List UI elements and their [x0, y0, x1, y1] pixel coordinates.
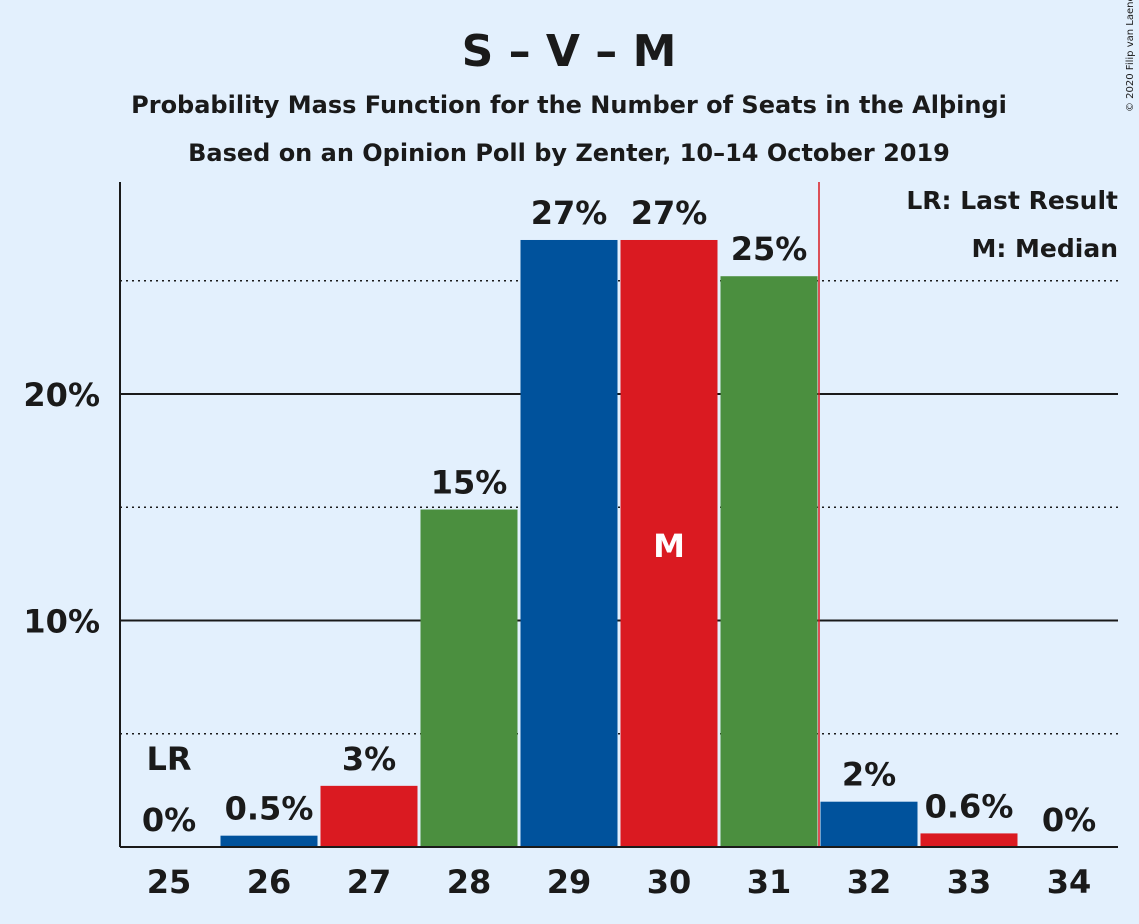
x-tick-label: 34: [1047, 863, 1092, 901]
median-marker: M: [653, 527, 685, 565]
chart-subtitle-1: Probability Mass Function for the Number…: [131, 91, 1007, 119]
axes: 10% 20% 25 26 27 28 29 30 31 32 33 34: [23, 182, 1118, 901]
legend-last-result: LR: Last Result: [906, 186, 1118, 215]
bar: [720, 276, 818, 848]
bar: [520, 239, 618, 848]
bar: [220, 835, 318, 847]
copyright-note: © 2020 Filip van Laenen: [1125, 0, 1136, 112]
bar: [620, 239, 718, 848]
gridlines: [120, 280, 1118, 735]
x-tick-label: 33: [947, 863, 992, 901]
x-tick-label: 25: [147, 863, 192, 901]
bar-value-label: 27%: [531, 194, 608, 232]
y-tick-label: 10%: [23, 603, 100, 641]
bar-value-label: 15%: [431, 464, 508, 502]
bars: [220, 239, 1018, 848]
bar-value-label: 0.6%: [925, 787, 1014, 825]
bar: [820, 801, 918, 847]
chart-subtitle-2: Based on an Opinion Poll by Zenter, 10–1…: [188, 139, 950, 167]
bar-value-label: 2%: [842, 756, 896, 794]
y-tick-label: 20%: [23, 376, 100, 414]
bar-value-label: 27%: [631, 194, 708, 232]
chart-title: S – V – M: [462, 26, 677, 77]
bar-value-label: 25%: [731, 230, 808, 268]
last-result-marker: LR: [146, 740, 191, 778]
x-tick-label: 27: [347, 863, 392, 901]
bar-value-label: 0%: [142, 801, 196, 839]
x-tick-label: 26: [247, 863, 292, 901]
x-tick-label: 28: [447, 863, 492, 901]
bar: [420, 509, 518, 847]
x-tick-label: 29: [547, 863, 592, 901]
legend-median: M: Median: [971, 234, 1118, 263]
chart-annotations: 0% 0.5% 3% 15% 27% 27% 25% 2% 0.6% 0% LR M: [142, 182, 1096, 847]
x-tick-label: 32: [847, 863, 892, 901]
bar-value-label: 3%: [342, 740, 396, 778]
bar-value-label: 0.5%: [225, 790, 314, 828]
x-tick-label: 31: [747, 863, 792, 901]
x-tick-label: 30: [647, 863, 692, 901]
bar: [320, 785, 418, 847]
bar: [920, 833, 1018, 847]
bar-value-label: 0%: [1042, 801, 1096, 839]
